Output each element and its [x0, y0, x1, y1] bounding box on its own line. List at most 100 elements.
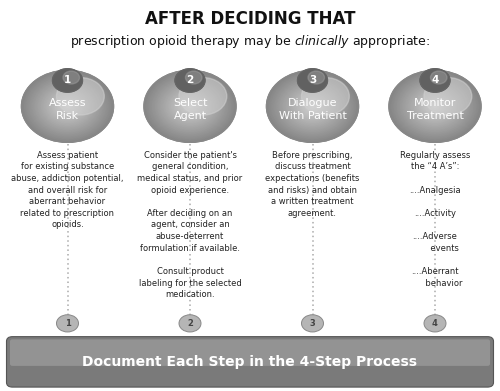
Circle shape: [424, 315, 446, 332]
Circle shape: [43, 87, 92, 126]
Circle shape: [428, 100, 442, 112]
Circle shape: [24, 73, 110, 140]
Circle shape: [177, 96, 203, 117]
Circle shape: [44, 88, 90, 124]
Circle shape: [56, 315, 78, 332]
Circle shape: [188, 104, 192, 108]
FancyBboxPatch shape: [10, 339, 490, 366]
Circle shape: [290, 88, 336, 124]
Circle shape: [422, 97, 448, 116]
Circle shape: [287, 86, 338, 126]
Circle shape: [46, 89, 90, 124]
Circle shape: [291, 90, 334, 123]
Circle shape: [180, 99, 200, 114]
Circle shape: [171, 91, 209, 121]
Circle shape: [186, 71, 202, 84]
Circle shape: [151, 76, 229, 137]
Circle shape: [154, 79, 226, 134]
Circle shape: [170, 90, 210, 122]
Circle shape: [66, 106, 68, 107]
Circle shape: [408, 85, 462, 127]
Text: Document Each Step in the 4-Step Process: Document Each Step in the 4-Step Process: [82, 355, 417, 369]
Circle shape: [274, 76, 351, 137]
Circle shape: [36, 82, 99, 131]
Circle shape: [28, 75, 108, 138]
Circle shape: [40, 85, 95, 128]
Circle shape: [59, 100, 76, 113]
Circle shape: [52, 94, 84, 119]
Circle shape: [288, 88, 337, 125]
Circle shape: [282, 83, 343, 130]
Circle shape: [60, 100, 75, 112]
Circle shape: [64, 103, 72, 109]
Circle shape: [295, 93, 330, 120]
Text: Regularly assess
the “4 A’s”:

....Analgesia

....Activity

....Adverse
       e: Regularly assess the “4 A’s”: ....Analge…: [400, 151, 470, 288]
Circle shape: [304, 100, 321, 113]
Circle shape: [147, 73, 233, 140]
Circle shape: [33, 79, 102, 133]
Circle shape: [166, 87, 214, 126]
Circle shape: [275, 77, 350, 136]
Circle shape: [148, 74, 232, 139]
Circle shape: [174, 94, 206, 119]
Circle shape: [302, 98, 323, 115]
Circle shape: [54, 96, 80, 117]
Circle shape: [39, 84, 96, 129]
Circle shape: [26, 74, 109, 139]
Circle shape: [307, 102, 318, 111]
Circle shape: [186, 103, 194, 110]
Circle shape: [296, 93, 330, 120]
Circle shape: [188, 105, 192, 108]
Circle shape: [150, 75, 230, 138]
Circle shape: [424, 77, 472, 115]
Circle shape: [49, 92, 86, 121]
Circle shape: [398, 77, 472, 136]
Circle shape: [284, 84, 341, 129]
Circle shape: [300, 96, 326, 117]
Circle shape: [28, 76, 106, 137]
Circle shape: [308, 103, 316, 109]
Circle shape: [63, 103, 72, 110]
Circle shape: [57, 98, 78, 115]
Circle shape: [409, 86, 461, 127]
Circle shape: [158, 82, 222, 131]
Circle shape: [404, 82, 466, 131]
Text: 4: 4: [432, 75, 438, 86]
Circle shape: [422, 96, 448, 117]
Circle shape: [48, 91, 88, 122]
Circle shape: [390, 72, 480, 141]
Circle shape: [161, 84, 219, 129]
Circle shape: [180, 98, 201, 115]
Circle shape: [32, 79, 103, 134]
Circle shape: [153, 77, 227, 135]
Circle shape: [156, 80, 224, 133]
Text: Monitor
Treatment: Monitor Treatment: [406, 98, 464, 121]
Circle shape: [23, 72, 112, 141]
Circle shape: [55, 97, 80, 116]
Circle shape: [288, 87, 337, 126]
Circle shape: [144, 70, 236, 142]
Circle shape: [146, 72, 234, 140]
Circle shape: [173, 93, 207, 120]
Text: 1: 1: [64, 75, 71, 86]
Circle shape: [40, 85, 94, 127]
Circle shape: [182, 100, 198, 112]
Circle shape: [292, 90, 333, 122]
Circle shape: [396, 76, 473, 136]
Circle shape: [389, 70, 481, 142]
Circle shape: [281, 82, 344, 131]
Text: 2: 2: [186, 75, 194, 86]
Circle shape: [429, 102, 441, 111]
Circle shape: [424, 97, 446, 115]
Circle shape: [392, 73, 478, 140]
Circle shape: [410, 86, 461, 126]
Circle shape: [58, 99, 78, 114]
Circle shape: [162, 84, 218, 129]
Circle shape: [432, 104, 438, 108]
Circle shape: [50, 93, 84, 120]
Circle shape: [292, 91, 333, 122]
Circle shape: [38, 83, 98, 130]
Circle shape: [58, 99, 76, 113]
Circle shape: [419, 94, 451, 119]
Circle shape: [280, 81, 345, 132]
